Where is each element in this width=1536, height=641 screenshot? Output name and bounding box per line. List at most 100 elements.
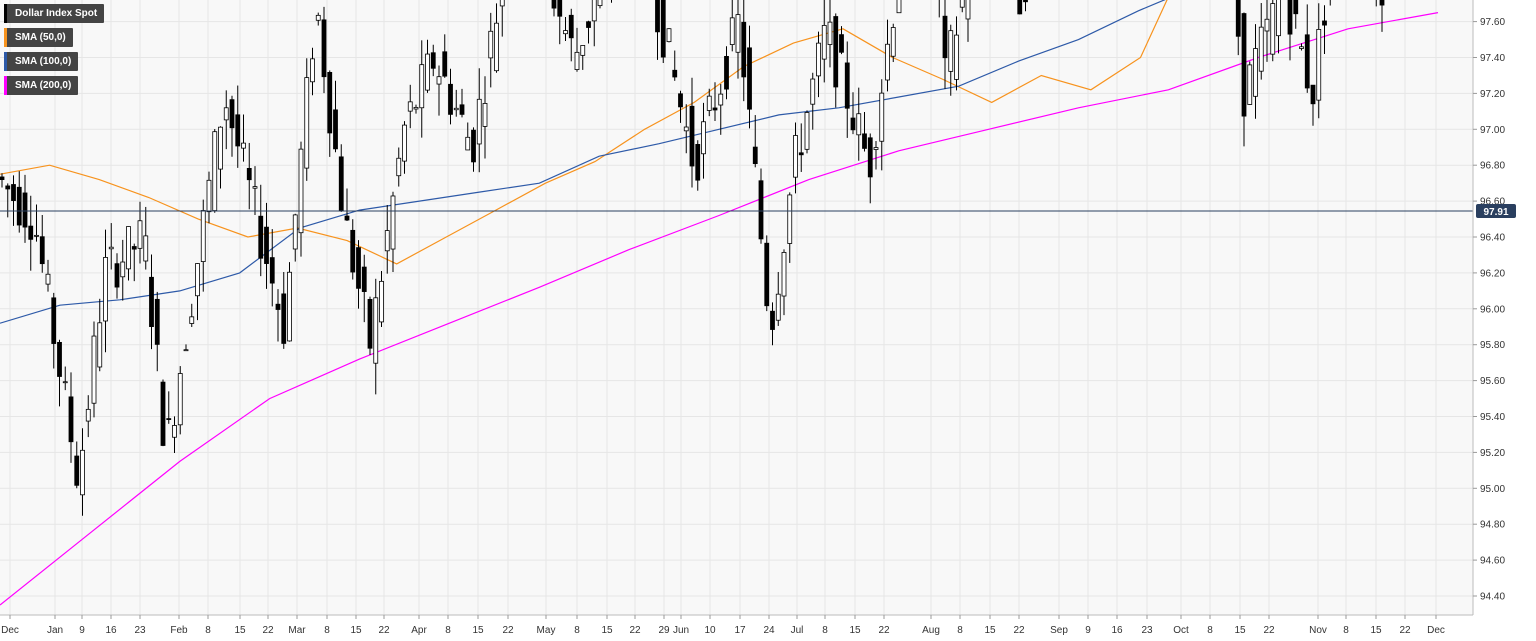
candle-body-up	[218, 126, 223, 170]
candle-body-up	[488, 30, 494, 59]
candle	[442, 34, 448, 78]
candle	[160, 379, 166, 447]
candle-body-up	[896, 0, 902, 14]
candle	[327, 70, 333, 157]
y-tick-label: 97.60	[1480, 17, 1505, 28]
last-price-tag: 97.91	[1476, 204, 1516, 218]
candle-body-down	[22, 192, 28, 228]
candle-body-up	[1270, 3, 1276, 55]
candle-body-up	[97, 322, 103, 368]
x-tick-label: 22	[878, 625, 890, 636]
candle	[563, 17, 568, 41]
legend-item-dollar-index[interactable]: Dollar Index Spot	[4, 4, 105, 23]
candle	[1235, 0, 1241, 56]
candle-body-down	[269, 257, 275, 284]
candle-body-up	[718, 93, 724, 106]
candle	[149, 254, 154, 350]
candle	[206, 171, 212, 224]
candle-body-down	[1322, 20, 1327, 26]
legend-swatch-sma-50	[4, 28, 7, 47]
y-axis: 94.40 94.60 94.80 95.00 95.20 95.40 95.60 95.80…	[1472, 0, 1505, 615]
candle	[172, 416, 177, 454]
candle	[298, 141, 304, 257]
x-tick-label: Dec	[1, 625, 19, 636]
candle-body-down	[764, 242, 770, 307]
candle-body-up	[1276, 0, 1281, 37]
candle	[787, 192, 793, 263]
candle	[166, 391, 172, 424]
candle	[1017, 0, 1023, 15]
candle	[22, 174, 28, 243]
y-tick-label: 96.60	[1480, 197, 1505, 208]
candle-body-down	[695, 144, 701, 181]
candle-body-up	[453, 107, 459, 111]
x-tick-label: 15	[984, 625, 996, 636]
candle-body-up	[177, 373, 183, 426]
candle	[821, 0, 827, 83]
plot-background	[0, 0, 1473, 615]
candle-body-down	[586, 21, 591, 28]
candle	[850, 92, 856, 135]
candle-body-up	[126, 226, 131, 270]
candle-body-down	[459, 104, 465, 115]
candle	[896, 0, 902, 14]
candle-body-down	[724, 56, 729, 90]
candle	[1287, 0, 1293, 61]
candle	[287, 262, 292, 342]
candle	[74, 441, 80, 489]
candle	[1304, 4, 1310, 93]
candle-body-down	[655, 0, 660, 33]
candle-body-down	[350, 229, 356, 273]
candle	[747, 25, 752, 129]
candle-body-down	[275, 303, 281, 310]
candle	[718, 84, 724, 135]
candle	[1299, 43, 1304, 51]
candle-body-down	[752, 146, 758, 165]
candle-body-down	[678, 93, 683, 108]
sma-lines	[0, 0, 1439, 606]
x-tick-label: 8	[822, 625, 828, 636]
legend-item-sma-200[interactable]: SMA (200,0)	[4, 76, 79, 95]
candle-body-down	[747, 47, 752, 110]
candle-body-up	[373, 297, 379, 364]
candle-body-up	[206, 179, 212, 213]
y-tick-label: 94.60	[1480, 556, 1505, 567]
candle	[775, 271, 781, 326]
legend-swatch-dollar-index	[4, 4, 7, 23]
candle-body-up	[200, 210, 206, 262]
legend-item-sma-50[interactable]: SMA (50,0)	[4, 28, 73, 47]
x-tick-label: 17	[734, 625, 746, 636]
x-tick-label: Feb	[170, 625, 188, 636]
sma-line-100	[0, 0, 1166, 324]
candle-body-up	[1316, 29, 1322, 101]
candle-body-up	[729, 17, 735, 45]
candle-body-down	[114, 263, 120, 288]
candle	[108, 223, 114, 270]
candle-body-up	[580, 45, 586, 56]
candle-body-up	[34, 234, 39, 237]
candle	[85, 395, 91, 438]
candle-body-down	[1023, 0, 1028, 3]
legend: Dollar Index Spot SMA (50,0) SMA (100,0)…	[4, 4, 105, 100]
candle-body-down	[246, 167, 252, 181]
candle-body-up	[793, 135, 798, 178]
candle-body-down	[229, 99, 235, 129]
candle-body-up	[384, 230, 390, 252]
candle-body-up	[465, 136, 471, 151]
candle-body-up	[62, 381, 68, 384]
candle-body-up	[189, 316, 195, 324]
candle-body-up	[499, 0, 505, 7]
candle-body-up	[816, 42, 821, 77]
legend-swatch-sma-100	[4, 52, 7, 71]
candle	[51, 292, 57, 369]
candle	[1264, 0, 1270, 62]
candle-body-down	[16, 186, 22, 226]
legend-item-sma-100[interactable]: SMA (100,0)	[4, 52, 79, 71]
x-tick-label: 22	[262, 625, 274, 636]
candle-body-up	[292, 214, 298, 250]
x-tick-label: 15	[472, 625, 484, 636]
legend-label: SMA (50,0)	[15, 32, 66, 43]
y-tick-label: 96.80	[1480, 161, 1505, 172]
candle-body-up	[287, 271, 292, 342]
